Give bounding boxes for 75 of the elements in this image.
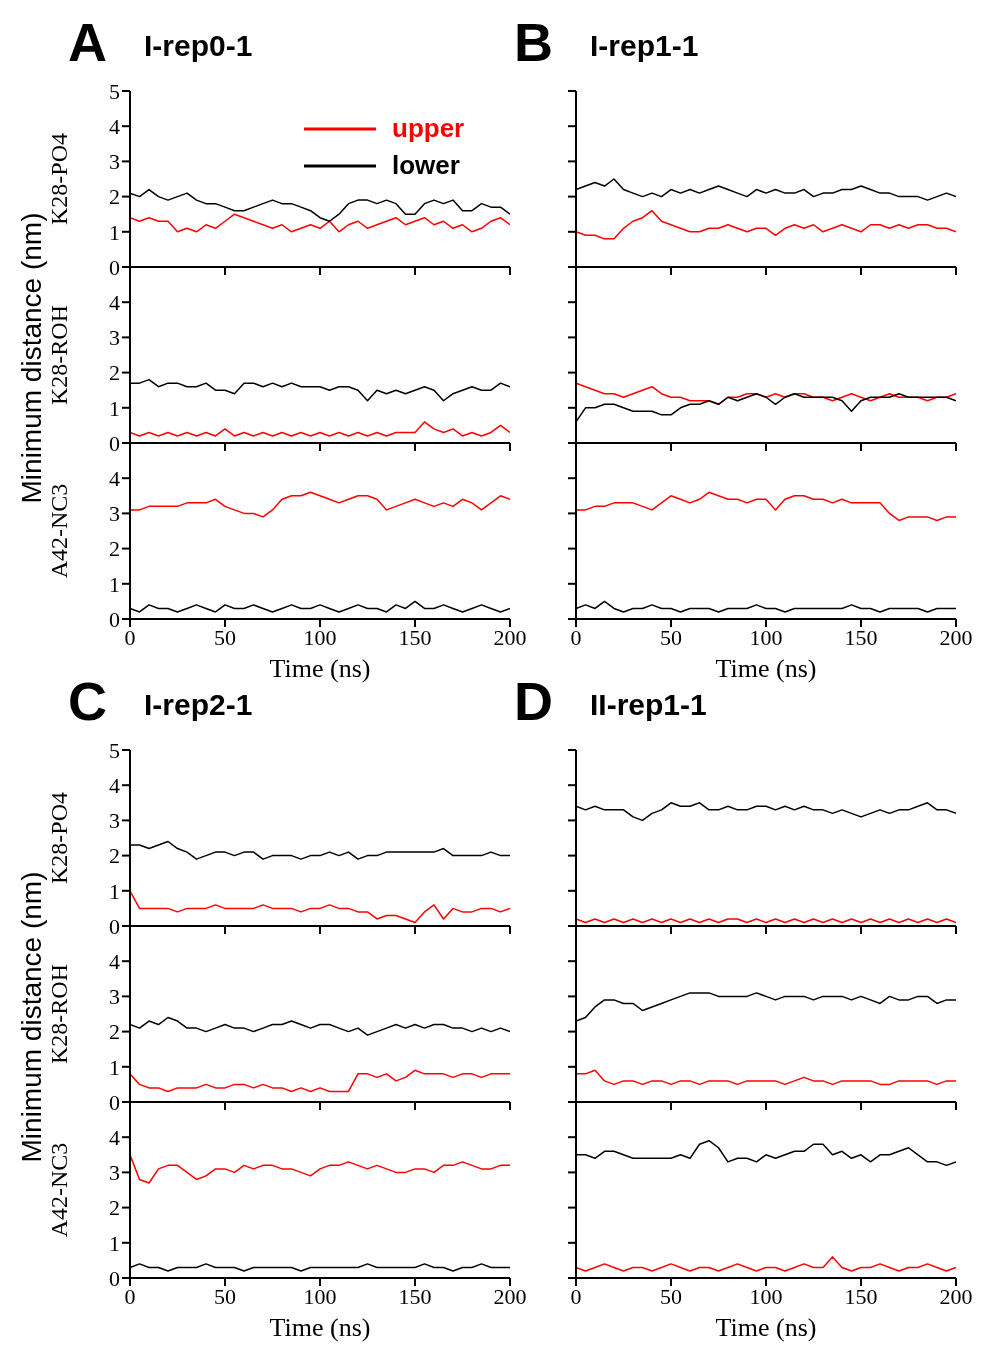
- x-tick-label: 0: [570, 1283, 582, 1309]
- y-tick-label: 5: [109, 737, 120, 763]
- y-tick-label: 0: [109, 430, 120, 456]
- x-tick-label: 200: [939, 624, 973, 650]
- y-tick-label: 3: [109, 1160, 120, 1186]
- y-tick-label: 1: [109, 1230, 120, 1256]
- x-tick-label: 200: [493, 1283, 527, 1309]
- x-tick-label: 50: [214, 1283, 236, 1309]
- x-axis-title: Time (ns): [715, 654, 817, 683]
- y-tick-label: 2: [109, 1019, 120, 1045]
- y-tick-label: 3: [109, 808, 120, 834]
- y-tick-label: 4: [109, 949, 120, 975]
- y-tick-label: 3: [109, 149, 120, 175]
- x-tick-label: 150: [398, 624, 432, 650]
- y-tick-label: 1: [109, 878, 120, 904]
- chart-title: I-rep1-1: [590, 29, 699, 63]
- line-series: [130, 491, 510, 518]
- y-tick-label: 0: [109, 913, 120, 939]
- x-tick-label: 200: [939, 1283, 973, 1309]
- x-tick-label: 50: [214, 624, 236, 650]
- line-series: [130, 213, 510, 233]
- y-tick-label: 4: [109, 290, 120, 316]
- y-tick-label: 3: [109, 501, 120, 527]
- text: D: [514, 670, 553, 732]
- y-tick-label: 3: [109, 984, 120, 1010]
- y-tick-label: 4: [109, 466, 120, 492]
- x-tick-label: 100: [303, 1283, 337, 1309]
- y-tick-label: 2: [109, 843, 120, 869]
- text: Minimum distance (nm): [16, 870, 48, 1165]
- text: A: [68, 11, 107, 73]
- text: C: [68, 670, 107, 732]
- x-tick-label: 150: [844, 1283, 878, 1309]
- y-tick-label: 0: [109, 606, 120, 632]
- x-tick-label: 0: [570, 624, 582, 650]
- x-tick-label: 100: [749, 624, 783, 650]
- legend-label: lower: [392, 150, 461, 181]
- x-axis-title: Time (ns): [269, 654, 371, 683]
- y-tick-label: 1: [109, 1054, 120, 1080]
- y-tick-label: 4: [109, 773, 120, 799]
- line-series: [130, 421, 510, 437]
- x-axis-title: Time (ns): [715, 1313, 817, 1342]
- x-tick-label: 100: [749, 1283, 783, 1309]
- x-tick-label: 50: [660, 624, 682, 650]
- line-series: [130, 1069, 510, 1093]
- y-tick-label: 2: [109, 184, 120, 210]
- text: B: [514, 11, 553, 73]
- y-tick-label: 5: [109, 78, 120, 104]
- y-tick-label: 4: [109, 114, 120, 140]
- x-tick-label: 150: [844, 624, 878, 650]
- chart-title: I-rep0-1: [144, 29, 253, 63]
- x-tick-label: 100: [303, 624, 337, 650]
- y-tick-label: 1: [109, 571, 120, 597]
- x-tick-label: 50: [660, 1283, 682, 1309]
- text: Minimum distance (nm): [16, 211, 48, 506]
- y-tick-label: 4: [109, 1125, 120, 1151]
- y-tick-label: 0: [109, 1089, 120, 1115]
- y-tick-label: 3: [109, 325, 120, 351]
- y-axis-title: A42-NC3: [45, 483, 72, 579]
- x-tick-label: 150: [398, 1283, 432, 1309]
- y-tick-label: 0: [109, 1265, 120, 1291]
- chart-title: I-rep2-1: [144, 688, 253, 722]
- legend-label: upper: [392, 113, 466, 144]
- y-axis-title: A42-NC3: [45, 1142, 72, 1238]
- chart-title: II-rep1-1: [590, 688, 707, 722]
- y-tick-label: 0: [109, 254, 120, 280]
- y-tick-label: 1: [109, 219, 120, 245]
- y-tick-label: 2: [109, 1195, 120, 1221]
- y-tick-label: 2: [109, 360, 120, 386]
- y-axis-title: K28-ROH: [45, 964, 72, 1064]
- line-series: [130, 1154, 510, 1184]
- y-tick-label: 1: [109, 395, 120, 421]
- y-axis-title: K28-ROH: [45, 305, 72, 405]
- y-tick-label: 2: [109, 536, 120, 562]
- x-tick-label: 200: [493, 624, 527, 650]
- x-axis-title: Time (ns): [269, 1313, 371, 1342]
